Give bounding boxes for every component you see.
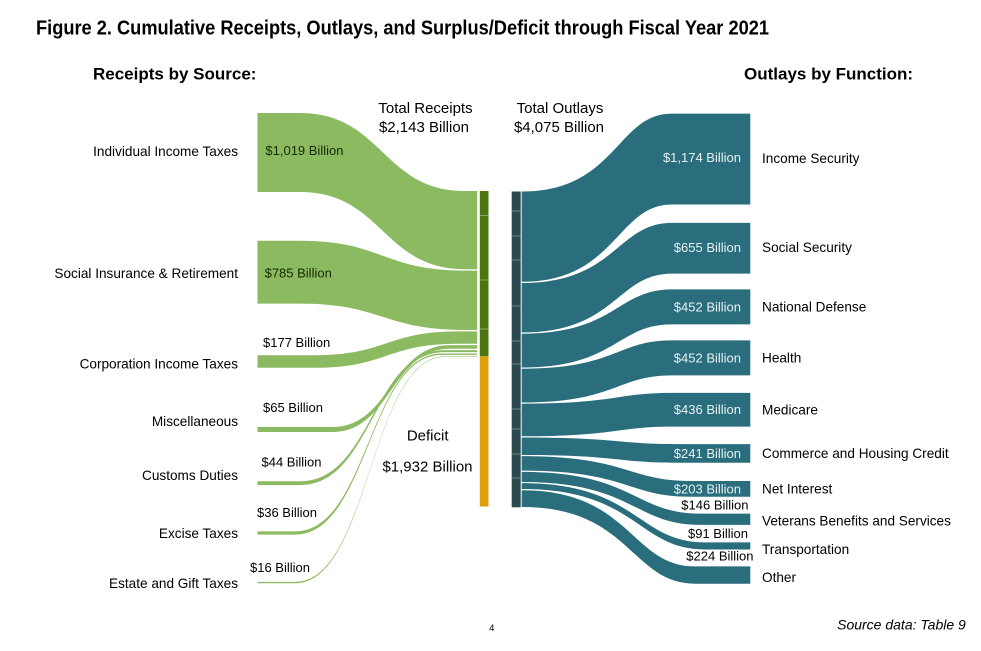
svg-text:$177 Billion: $177 Billion bbox=[263, 335, 330, 350]
svg-text:Miscellaneous: Miscellaneous bbox=[152, 414, 238, 429]
svg-text:$44 Billion: $44 Billion bbox=[262, 455, 322, 470]
svg-text:$1,174 Billion: $1,174 Billion bbox=[663, 150, 741, 165]
svg-text:Total Receipts: Total Receipts bbox=[378, 100, 472, 117]
svg-text:$1,932 Billion: $1,932 Billion bbox=[382, 459, 472, 476]
svg-text:$241 Billion: $241 Billion bbox=[674, 446, 741, 461]
svg-text:Corporation Income Taxes: Corporation Income Taxes bbox=[80, 357, 239, 372]
svg-text:$36 Billion: $36 Billion bbox=[257, 505, 317, 520]
svg-text:$452 Billion: $452 Billion bbox=[674, 350, 741, 365]
svg-text:Social Security: Social Security bbox=[762, 240, 852, 255]
svg-text:Customs Duties: Customs Duties bbox=[142, 468, 238, 483]
svg-text:4: 4 bbox=[489, 623, 494, 634]
svg-text:$452 Billion: $452 Billion bbox=[674, 299, 741, 314]
svg-text:Source data: Table 9: Source data: Table 9 bbox=[837, 616, 966, 632]
svg-text:$4,075 Billion: $4,075 Billion bbox=[514, 119, 604, 136]
svg-text:Commerce and Housing Credit: Commerce and Housing Credit bbox=[762, 446, 949, 461]
svg-text:Figure 2. Cumulative Receipts,: Figure 2. Cumulative Receipts, Outlays, … bbox=[36, 18, 769, 40]
svg-text:Estate and Gift Taxes: Estate and Gift Taxes bbox=[109, 576, 238, 591]
svg-text:Individual Income Taxes: Individual Income Taxes bbox=[93, 144, 238, 159]
svg-text:Other: Other bbox=[762, 570, 796, 585]
svg-text:$16 Billion: $16 Billion bbox=[250, 560, 310, 575]
svg-text:Net Interest: Net Interest bbox=[762, 482, 832, 497]
svg-text:Total Outlays: Total Outlays bbox=[517, 100, 604, 117]
svg-text:$146 Billion: $146 Billion bbox=[681, 498, 748, 513]
svg-text:Receipts by Source:: Receipts by Source: bbox=[93, 65, 256, 84]
svg-text:$224 Billion: $224 Billion bbox=[686, 548, 753, 563]
svg-text:Health: Health bbox=[762, 351, 801, 366]
svg-text:$1,019 Billion: $1,019 Billion bbox=[265, 143, 343, 158]
svg-text:Social Insurance & Retirement: Social Insurance & Retirement bbox=[54, 266, 238, 281]
svg-text:Income Security: Income Security bbox=[762, 151, 860, 166]
svg-text:Veterans Benefits and Services: Veterans Benefits and Services bbox=[762, 513, 951, 528]
svg-text:$2,143 Billion: $2,143 Billion bbox=[379, 119, 469, 136]
svg-text:$91 Billion: $91 Billion bbox=[688, 526, 748, 541]
svg-text:Medicare: Medicare bbox=[762, 403, 818, 418]
svg-text:$655 Billion: $655 Billion bbox=[674, 240, 741, 255]
svg-text:$203 Billion: $203 Billion bbox=[674, 481, 741, 496]
svg-text:$785 Billion: $785 Billion bbox=[265, 266, 332, 281]
svg-text:Transportation: Transportation bbox=[762, 542, 849, 557]
svg-text:Deficit: Deficit bbox=[407, 428, 450, 445]
svg-text:$436 Billion: $436 Billion bbox=[674, 402, 741, 417]
svg-text:$65 Billion: $65 Billion bbox=[263, 400, 323, 415]
svg-text:National Defense: National Defense bbox=[762, 300, 866, 315]
svg-text:Outlays by Function:: Outlays by Function: bbox=[744, 65, 913, 84]
svg-text:Excise Taxes: Excise Taxes bbox=[159, 526, 238, 541]
